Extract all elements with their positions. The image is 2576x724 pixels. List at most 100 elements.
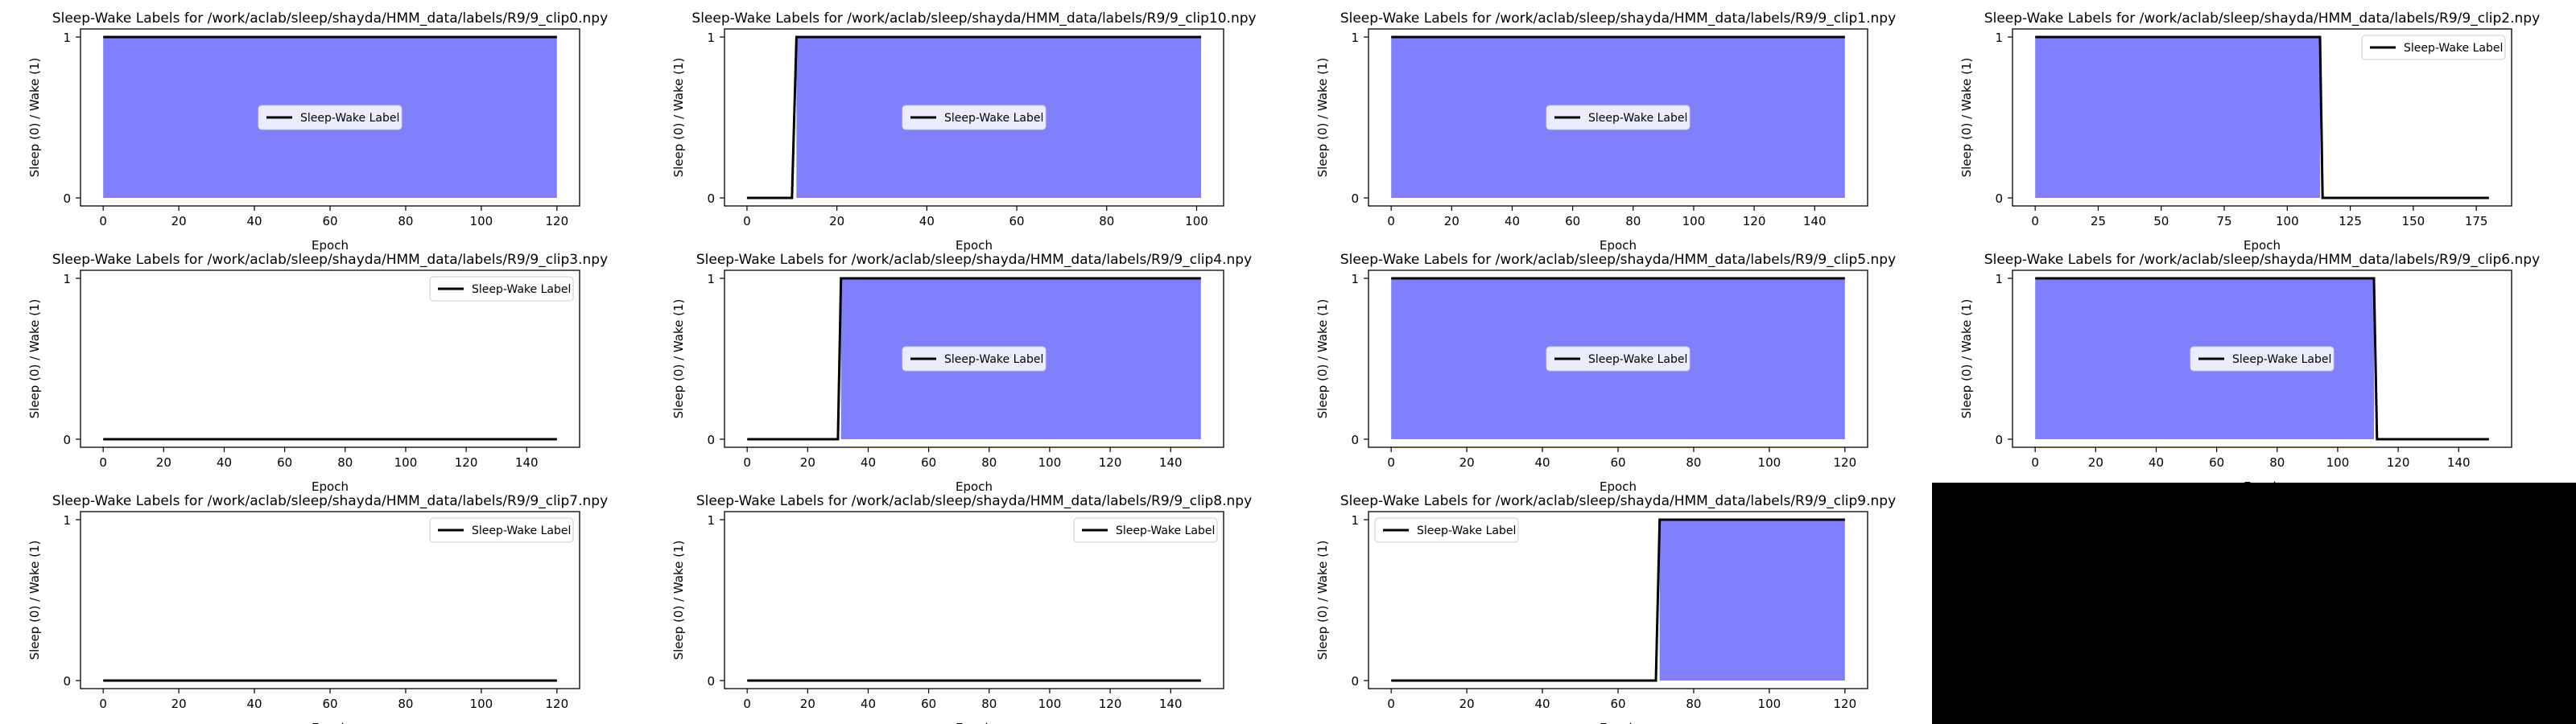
x-tick-label: 60 (921, 697, 936, 711)
x-tick-label: 80 (1686, 697, 1701, 711)
x-tick-label: 140 (1159, 697, 1183, 711)
x-tick-label: 125 (2339, 214, 2362, 228)
x-tick-label: 60 (921, 455, 936, 470)
legend-box (429, 517, 574, 543)
x-tick-label: 100 (470, 214, 493, 228)
legend-label: Sleep-Wake Label (1417, 524, 1516, 537)
y-tick-label: 0 (1995, 433, 2003, 447)
y-tick-label: 1 (1351, 513, 1359, 528)
x-axis-label: Epoch (956, 238, 993, 253)
x-tick-label: 80 (981, 697, 997, 711)
x-tick-label: 80 (981, 455, 997, 470)
x-tick-label: 100 (1185, 214, 1208, 228)
axes-frame (1368, 28, 1868, 207)
subplot-3: Sleep-Wake Labels for /work/aclab/sleep/… (1315, 10, 1896, 253)
y-tick-label: 0 (1351, 191, 1359, 206)
x-tick-label: 100 (1682, 214, 1706, 228)
x-tick-label: 0 (99, 697, 107, 711)
x-tick-label: 80 (1686, 455, 1701, 470)
y-axis-label: Sleep (0) / Wake (1) (27, 541, 42, 660)
x-tick-label: 20 (171, 697, 187, 711)
y-tick-label: 1 (707, 272, 715, 286)
x-tick-label: 80 (2269, 455, 2285, 470)
x-axis-label: Epoch (2244, 238, 2281, 253)
legend: Sleep-Wake Label (1546, 105, 1690, 130)
legend: Sleep-Wake Label (429, 517, 574, 543)
sleep-wake-line (746, 35, 1202, 200)
subplot-10: Sleep-Wake Labels for /work/aclab/sleep/… (671, 493, 1252, 724)
y-axis-label: Sleep (0) / Wake (1) (1315, 541, 1330, 660)
sleep-wake-line (2035, 277, 2489, 441)
x-tick-label: 40 (861, 455, 876, 470)
legend-label: Sleep-Wake Label (1588, 112, 1687, 125)
x-tick-label: 100 (1038, 455, 1062, 470)
subplot-6: Sleep-Wake Labels for /work/aclab/sleep/… (671, 252, 1252, 494)
y-axis-label: Sleep (0) / Wake (1) (1315, 299, 1330, 419)
legend: Sleep-Wake Label (2361, 35, 2506, 60)
subplot-title: Sleep-Wake Labels for /work/aclab/sleep/… (1340, 493, 1896, 509)
x-tick-label: 150 (2402, 214, 2425, 228)
x-tick-label: 60 (1610, 697, 1625, 711)
legend-label: Sleep-Wake Label (2404, 42, 2503, 55)
y-tick-label: 1 (1995, 272, 2003, 286)
legend-box (258, 105, 402, 130)
x-axis-label: Epoch (1600, 479, 1637, 494)
x-axis-label: Epoch (312, 238, 349, 253)
x-tick-label: 60 (1610, 455, 1625, 470)
y-axis-label: Sleep (0) / Wake (1) (671, 541, 686, 660)
subplot-5: Sleep-Wake Labels for /work/aclab/sleep/… (27, 252, 608, 494)
legend-box (2190, 346, 2334, 372)
x-axis-label: Epoch (312, 479, 349, 494)
x-tick-label: 80 (1625, 214, 1641, 228)
sleep-wake-line (1391, 518, 1845, 682)
x-tick-label: 140 (2447, 455, 2471, 470)
legend: Sleep-Wake Label (1374, 517, 1519, 543)
subplot-title: Sleep-Wake Labels for /work/aclab/sleep/… (696, 493, 1252, 509)
y-tick-label: 0 (707, 674, 715, 689)
x-tick-label: 40 (247, 697, 262, 711)
x-tick-label: 60 (1009, 214, 1025, 228)
x-tick-label: 0 (99, 214, 107, 228)
x-tick-label: 60 (277, 455, 292, 470)
y-tick-label: 1 (63, 31, 71, 45)
x-tick-label: 80 (337, 455, 353, 470)
y-tick-label: 1 (1351, 272, 1359, 286)
x-axis-label: Epoch (312, 721, 349, 724)
legend: Sleep-Wake Label (1073, 517, 1218, 543)
subplot-title: Sleep-Wake Labels for /work/aclab/sleep/… (52, 493, 608, 509)
x-tick-label: 0 (2031, 214, 2039, 228)
legend: Sleep-Wake Label (902, 346, 1046, 372)
legend: Sleep-Wake Label (902, 105, 1046, 130)
x-tick-label: 120 (1833, 455, 1856, 470)
y-tick-label: 0 (1351, 433, 1359, 447)
legend: Sleep-Wake Label (1546, 346, 1690, 372)
y-tick-label: 0 (63, 191, 71, 206)
y-tick-label: 0 (707, 433, 715, 447)
x-tick-label: 40 (919, 214, 935, 228)
wake-fill-area-2 (1659, 520, 1845, 681)
x-tick-label: 20 (829, 214, 844, 228)
x-tick-label: 20 (156, 455, 171, 470)
y-tick-label: 0 (1351, 674, 1359, 689)
x-axis-label: Epoch (1600, 238, 1637, 253)
axes-frame (724, 28, 1224, 207)
legend-label: Sleep-Wake Label (2232, 353, 2331, 366)
x-tick-label: 100 (2276, 214, 2299, 228)
legend-box (429, 276, 574, 302)
x-tick-label: 120 (455, 455, 478, 470)
x-tick-label: 120 (545, 697, 568, 711)
x-tick-label: 175 (2465, 214, 2488, 228)
y-axis-label: Sleep (0) / Wake (1) (27, 58, 42, 178)
legend-box (2361, 35, 2506, 60)
y-tick-label: 0 (63, 674, 71, 689)
y-tick-label: 0 (63, 433, 71, 447)
y-axis-label: Sleep (0) / Wake (1) (1959, 58, 1974, 178)
x-tick-label: 40 (247, 214, 262, 228)
x-axis-label: Epoch (956, 721, 993, 724)
x-tick-label: 40 (1535, 455, 1550, 470)
y-tick-label: 1 (707, 31, 715, 45)
y-axis-label: Sleep (0) / Wake (1) (1959, 299, 1974, 419)
subplot-11: Sleep-Wake Labels for /work/aclab/sleep/… (1315, 493, 1896, 724)
y-tick-label: 1 (1995, 31, 2003, 45)
